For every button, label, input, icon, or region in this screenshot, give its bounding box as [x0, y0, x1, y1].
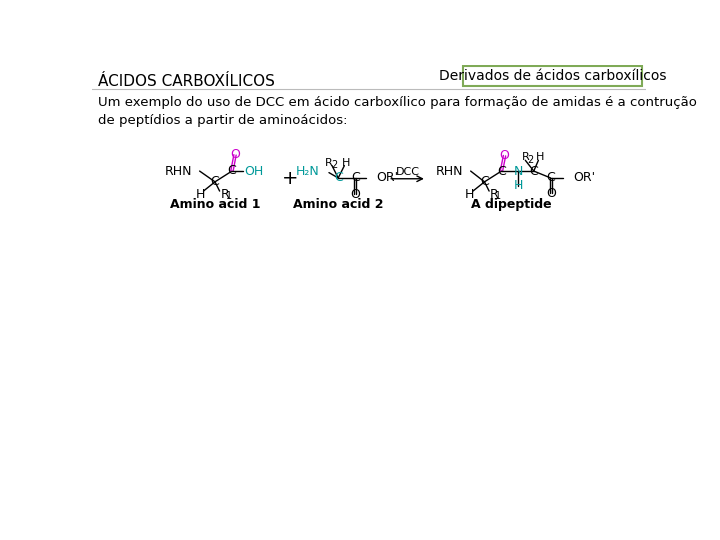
- Text: C: C: [211, 176, 220, 188]
- Text: C: C: [529, 165, 538, 178]
- Text: Amino acid 1: Amino acid 1: [170, 198, 260, 212]
- Text: Amino acid 2: Amino acid 2: [293, 198, 384, 212]
- Text: 1: 1: [495, 192, 501, 201]
- Text: 2: 2: [528, 154, 534, 165]
- Text: O: O: [230, 148, 240, 161]
- Text: 1: 1: [226, 192, 232, 201]
- Text: C: C: [228, 164, 236, 177]
- Text: C: C: [351, 172, 359, 185]
- FancyArrowPatch shape: [391, 176, 423, 181]
- Text: R: R: [490, 188, 499, 201]
- Text: 2: 2: [331, 160, 338, 170]
- Text: H: H: [196, 188, 205, 201]
- Text: OR': OR': [376, 172, 398, 185]
- Text: N: N: [513, 165, 523, 178]
- Text: O: O: [350, 188, 360, 201]
- Text: OH: OH: [244, 165, 263, 178]
- Text: H₂N: H₂N: [296, 165, 320, 178]
- Text: R: R: [521, 152, 529, 162]
- Text: O: O: [500, 149, 510, 162]
- Text: H: H: [465, 188, 474, 201]
- FancyBboxPatch shape: [463, 66, 642, 86]
- Text: R: R: [325, 158, 333, 167]
- Text: Um exemplo do uso de DCC em ácido carboxílico para formação de amidas é a contru: Um exemplo do uso de DCC em ácido carbox…: [98, 96, 697, 126]
- Text: H: H: [513, 179, 523, 192]
- Text: R: R: [220, 188, 229, 201]
- Text: C: C: [546, 172, 555, 185]
- Text: OR': OR': [573, 172, 595, 185]
- Text: Derivados de ácidos carboxílicos: Derivados de ácidos carboxílicos: [438, 69, 666, 83]
- Text: C: C: [497, 165, 506, 178]
- Text: C: C: [334, 172, 343, 185]
- Text: +: +: [282, 169, 299, 188]
- Text: H: H: [342, 158, 350, 167]
- Text: A dipeptide: A dipeptide: [471, 198, 552, 212]
- Text: O: O: [546, 187, 556, 200]
- Text: C: C: [480, 176, 489, 188]
- Text: DCC: DCC: [395, 167, 420, 177]
- Text: ÁCIDOS CARBOXÍLICOS: ÁCIDOS CARBOXÍLICOS: [98, 74, 275, 89]
- Text: H: H: [536, 152, 544, 162]
- Text: RHN: RHN: [165, 165, 193, 178]
- Text: RHN: RHN: [436, 165, 463, 178]
